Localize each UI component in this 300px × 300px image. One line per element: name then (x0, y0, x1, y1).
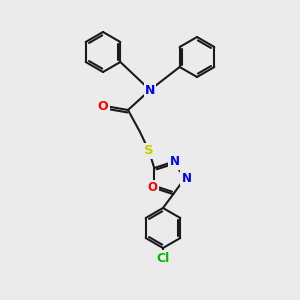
Text: N: N (170, 155, 180, 168)
Text: Cl: Cl (156, 251, 170, 265)
Text: N: N (182, 172, 192, 184)
Text: O: O (147, 182, 157, 194)
Text: N: N (145, 83, 155, 97)
Text: S: S (144, 145, 154, 158)
Text: O: O (98, 100, 108, 112)
